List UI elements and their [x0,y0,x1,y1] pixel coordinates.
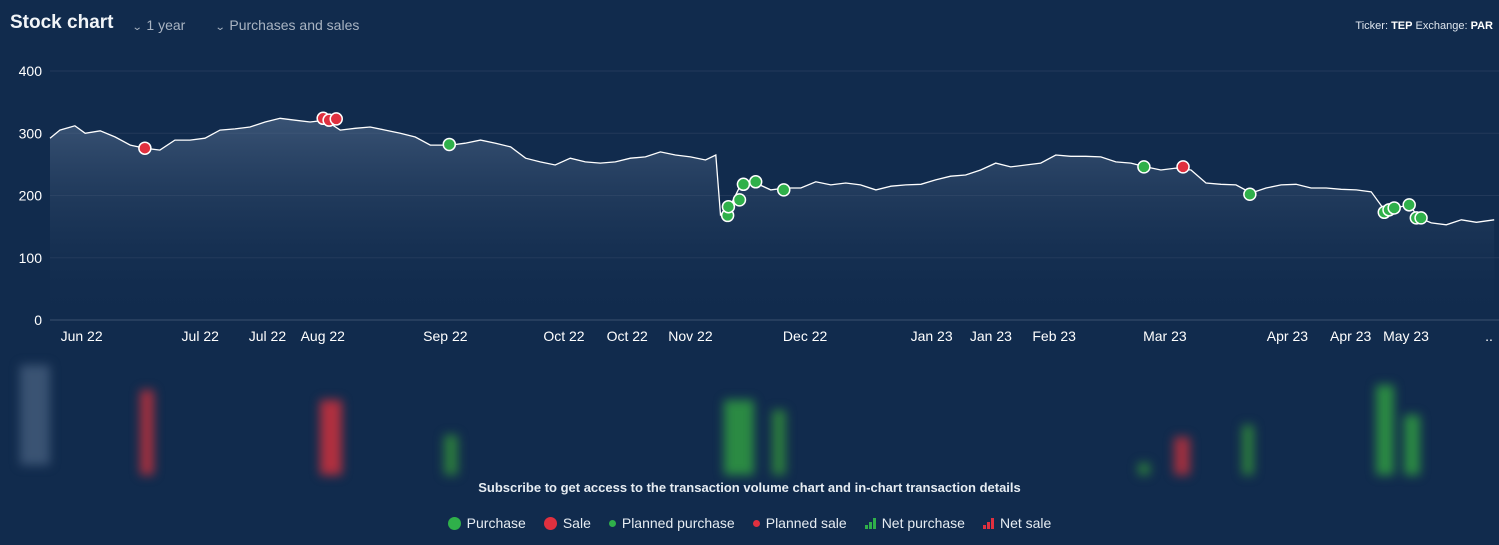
chevron-down-icon: ⌄ [214,22,226,33]
ticker-info: Ticker: TEP Exchange: PAR [1355,20,1493,32]
x-tick-label: Jul 22 [249,328,287,344]
price-chart: 0 100 200 300 400 Jun 22 Jul 22 Jul 22 Aug 22 Se… [19,63,1499,344]
legend-label: Purchase [466,515,526,531]
purchase-marker [1402,198,1416,212]
sale-dot-icon [543,516,557,530]
planned-purchase-dot-icon [608,519,616,527]
legend-sale[interactable]: Sale [543,515,591,531]
net-purchase-bars-icon [864,517,876,529]
period-value: 1 year [146,17,186,33]
filter-value: Purchases and sales [229,17,360,33]
y-tick-label: 300 [19,125,43,141]
legend: Purchase Sale Planned purchase Planned s… [0,515,1499,531]
legend-label: Net sale [999,515,1052,531]
filter-dropdown[interactable]: ⌄ Purchases and sales [214,17,360,33]
exchange-label: Exchange: [1415,20,1468,32]
purchase-marker [777,183,791,197]
sale-marker [1176,160,1190,174]
x-tick-label: Jun 22 [61,328,103,344]
legend-purchase[interactable]: Purchase [447,515,526,531]
purchase-marker [736,177,751,192]
purchase-dot-icon [447,516,461,530]
x-tick-label: Aug 22 [301,328,346,344]
ticker-label: Ticker: [1355,20,1388,32]
purchase-marker [721,199,736,214]
x-tick-label: Dec 22 [783,328,828,344]
price-area [50,118,1495,320]
purchase-marker [1137,160,1151,174]
ticker-value: TEP [1391,20,1413,32]
x-tick-label: Sep 22 [423,328,468,344]
planned-sale-dot-icon [752,519,760,527]
x-tick-label: Jan 23 [911,328,953,344]
y-tick-label: 100 [19,250,43,266]
purchase-marker [1414,211,1428,225]
x-tick-label: May 23 [1383,328,1429,344]
purchase-marker [1243,187,1257,202]
sale-marker [329,112,343,126]
purchase-marker [748,175,763,189]
legend-label: Planned purchase [621,515,735,531]
x-tick-label: Oct 22 [543,328,584,344]
legend-net-sale[interactable]: Net sale [982,515,1052,531]
exchange-value: PAR [1470,20,1493,32]
legend-net-purchase[interactable]: Net purchase [864,515,965,531]
x-tick-label: Apr 23 [1267,328,1308,344]
legend-planned-purchase[interactable]: Planned purchase [608,515,735,531]
chevron-down-icon: ⌄ [131,22,143,33]
purchase-marker [442,137,457,152]
price-line [49,117,1495,226]
x-tick-label: .. [1485,328,1493,344]
y-tick-label: 400 [19,63,43,79]
x-tick-label: Apr 23 [1330,328,1371,344]
purchase-marker [732,193,747,207]
legend-planned-sale[interactable]: Planned sale [752,515,847,531]
blurred-volume-chart [0,355,1499,475]
x-tick-label: Jul 22 [182,328,220,344]
sale-marker [138,141,152,155]
period-dropdown[interactable]: ⌄ 1 year [131,17,186,33]
y-tick-label: 200 [19,188,43,204]
net-sale-bars-icon [982,517,994,529]
x-tick-label: Feb 23 [1032,328,1076,344]
x-tick-label: Oct 22 [607,328,648,344]
page-title: Stock chart [10,12,114,33]
legend-label: Sale [562,515,591,531]
x-tick-label: Jan 23 [970,328,1012,344]
legend-label: Planned sale [765,515,847,531]
legend-label: Net purchase [881,515,965,531]
subscribe-notice[interactable]: Subscribe to get access to the transacti… [478,480,1021,495]
x-tick-label: Mar 23 [1143,328,1187,344]
y-tick-label: 0 [34,312,42,328]
x-tick-label: Nov 22 [668,328,713,344]
purchase-marker [1387,201,1401,215]
